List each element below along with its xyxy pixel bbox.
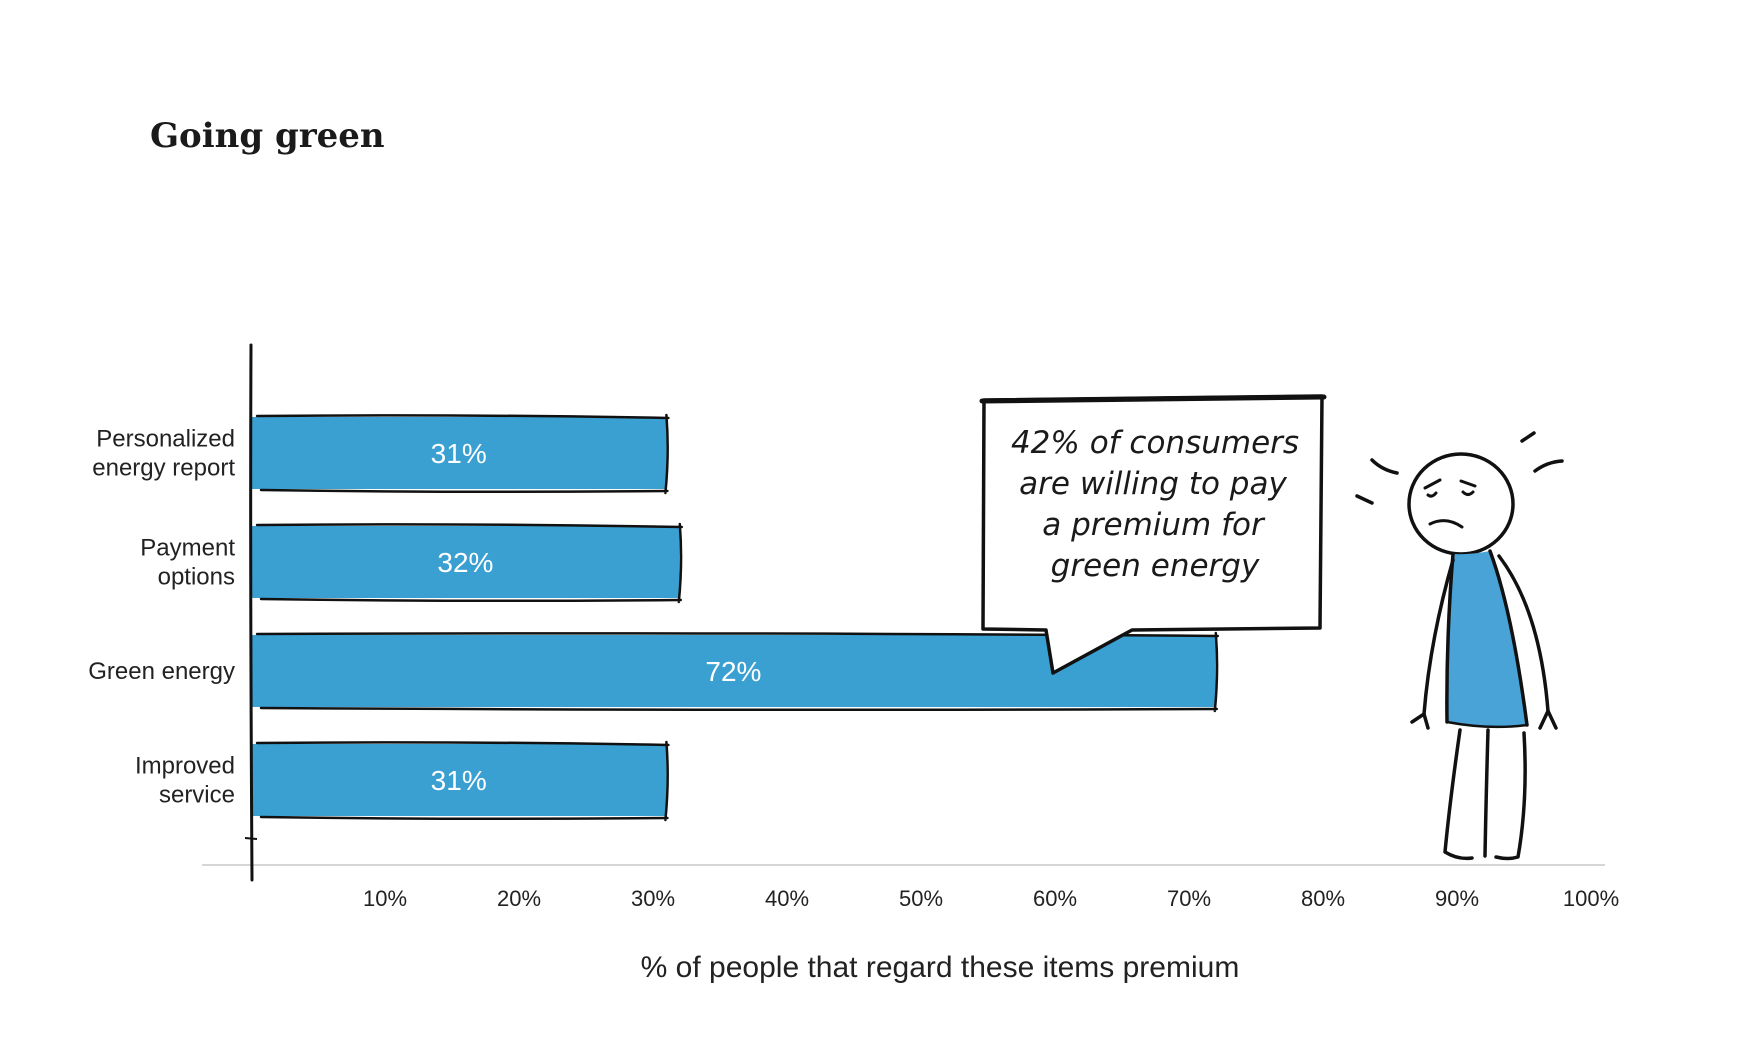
category-label-2-line-2: options — [158, 564, 235, 591]
bar-1 — [251, 417, 667, 489]
x-tick-label-90: 90% — [1435, 886, 1479, 911]
chart-title: Going green — [150, 116, 385, 156]
x-tick-label-20: 20% — [497, 886, 541, 911]
x-tick-label-60: 60% — [1033, 886, 1077, 911]
bar-outline-1 — [255, 413, 670, 495]
bar-4 — [251, 744, 667, 816]
x-tick-label-50: 50% — [899, 886, 943, 911]
category-label-1-line-2: energy report — [92, 455, 235, 482]
x-tick-label-30: 30% — [631, 886, 675, 911]
x-tick-label-80: 80% — [1301, 886, 1345, 911]
worried-stick-figure-icon — [1355, 431, 1564, 861]
bar-value-label-1: 31% — [431, 438, 487, 469]
callout-bubble-shape — [981, 394, 1324, 675]
bar-outline-4 — [255, 740, 670, 822]
x-tick-labels: 10% 20% 30% 40% 50% 60% 70% 80% 90% 100% — [363, 886, 1619, 911]
x-tick-label-40: 40% — [765, 886, 809, 911]
bar-value-label-2: 32% — [437, 547, 493, 578]
x-tick-label-10: 10% — [363, 886, 407, 911]
category-label-1-line-1: Personalized — [96, 426, 235, 453]
y-axis-line — [249, 343, 254, 882]
callout-line-2: are willing to pay — [1019, 466, 1287, 502]
callout-line-4: green energy — [1051, 548, 1260, 584]
x-tick-label-70: 70% — [1167, 886, 1211, 911]
x-axis-title: % of people that regard these items prem… — [641, 951, 1240, 984]
category-label-2-line-1: Payment — [140, 535, 235, 562]
callout-bubble: 42% of consumers are willing to pay a pr… — [979, 394, 1327, 675]
y-axis-tick — [244, 837, 258, 840]
category-label-4-line-2: service — [159, 782, 235, 809]
x-tick-label-100: 100% — [1563, 886, 1619, 911]
callout-line-3: a premium for — [1042, 507, 1266, 543]
bar-outline-2 — [255, 522, 684, 604]
bar-2 — [251, 526, 680, 598]
bar-value-label-4: 31% — [431, 765, 487, 796]
callout-line-1: 42% of consumers — [1011, 425, 1299, 461]
category-label-3-line-1: Green energy — [88, 658, 235, 685]
category-label-4-line-1: Improved — [135, 753, 235, 780]
bar-value-label-3: 72% — [705, 656, 761, 687]
callout-bubble-top-stroke — [979, 394, 1327, 404]
